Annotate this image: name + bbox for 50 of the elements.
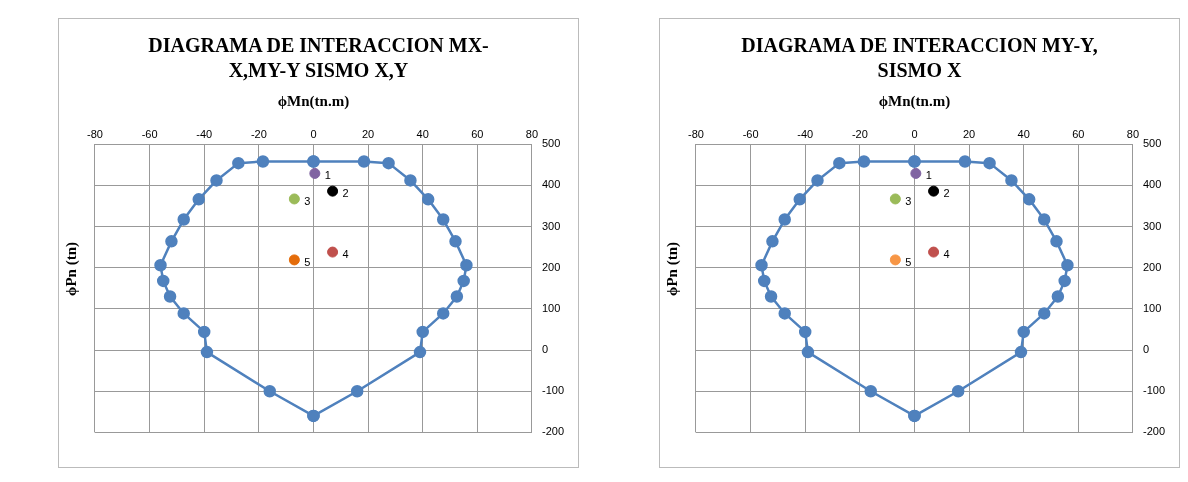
series-label: 5 [905,255,912,268]
x-tick-label: 0 [911,127,918,140]
x-tick-label: -80 [688,127,704,140]
y-tick-label: -200 [1142,425,1166,438]
y-tick-label: -200 [541,425,565,438]
series-label: 5 [304,255,311,268]
y-axis-title: ϕPn (tn) [664,242,681,296]
y-axis-title: ϕPn (tn) [63,242,80,296]
x-tick-label: -20 [250,127,267,140]
x-tick-label: -60 [141,127,158,140]
series-label: 3 [905,194,912,207]
x-tick-label: -60 [742,127,759,140]
y-tick-label: 200 [541,260,561,273]
y-tick-label: -100 [541,384,565,397]
x-axis-title: ϕMn(tn.m) [878,92,951,110]
y-tick-label: 500 [1142,137,1162,150]
series-label: 1 [324,169,331,182]
x-tick-label: 80 [1126,127,1140,140]
y-tick-label: 100 [541,301,561,314]
x-tick-label: 60 [471,127,484,140]
chart-title: DIAGRAMA DE INTERACCION MY-Y, SISMO X [740,33,1099,83]
y-tick-label: 300 [1142,219,1162,232]
series-label: 2 [943,187,950,200]
x-tick-label: 0 [310,127,317,140]
x-tick-label: 80 [525,127,539,140]
chart-title: DIAGRAMA DE INTERACCION MX-X,MY-Y SISMO X,Y [147,33,490,83]
y-tick-label: 500 [541,137,561,150]
series-label: 2 [342,187,349,200]
y-tick-label: 100 [1142,301,1162,314]
x-tick-label: -40 [196,127,213,140]
y-tick-label: 0 [541,343,549,356]
y-tick-label: 300 [541,219,561,232]
x-tick-label: 40 [416,127,429,140]
x-tick-label: 20 [962,127,976,140]
series-label: 1 [925,169,932,182]
x-tick-label: 20 [361,127,375,140]
series-label: 4 [943,248,950,261]
y-tick-label: 0 [1142,343,1150,356]
x-tick-label: 60 [1072,127,1085,140]
series-label: 3 [304,194,311,207]
y-tick-label: 400 [1142,178,1162,191]
x-tick-label: -20 [851,127,868,140]
y-tick-label: 200 [1142,260,1162,273]
series-label: 4 [342,248,349,261]
y-tick-label: -100 [1142,384,1166,397]
x-tick-label: -80 [87,127,103,140]
x-axis-title: ϕMn(tn.m) [277,92,350,110]
x-tick-label: -40 [797,127,814,140]
x-tick-label: 40 [1017,127,1030,140]
y-tick-label: 400 [541,178,561,191]
